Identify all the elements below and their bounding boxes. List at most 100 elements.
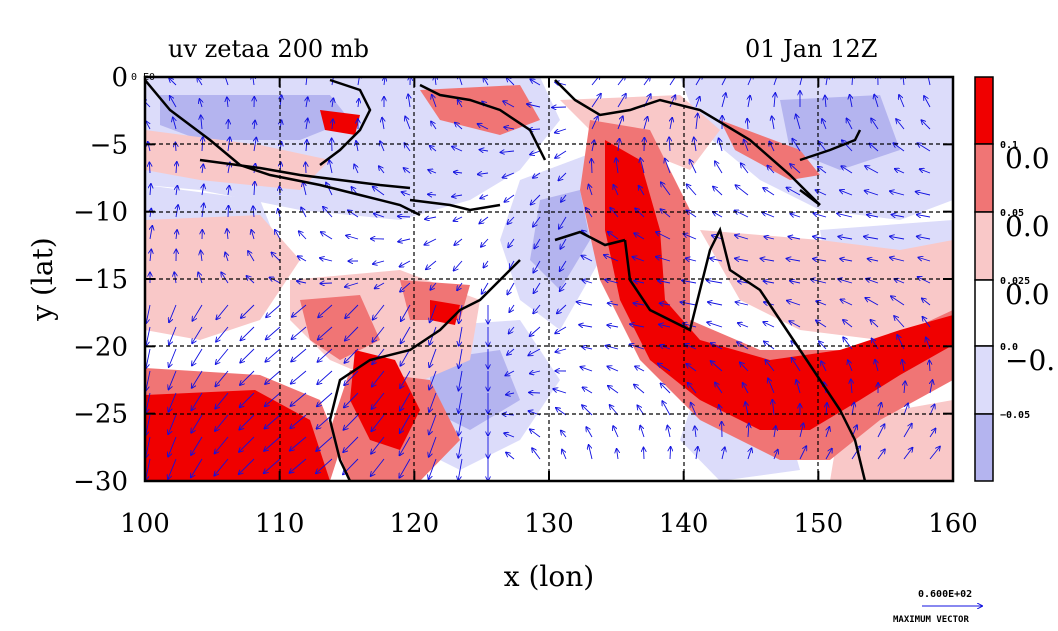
wind-vector xyxy=(459,370,463,391)
wind-vector xyxy=(198,272,203,284)
wind-vector xyxy=(400,436,411,455)
wind-vector xyxy=(669,95,675,108)
wind-vector xyxy=(428,194,437,195)
wind-vector xyxy=(503,172,515,178)
wind-vector xyxy=(483,77,489,86)
wind-vector xyxy=(560,260,567,271)
wind-vector xyxy=(613,426,619,438)
wind-vector xyxy=(507,216,515,224)
wind-vector xyxy=(478,124,489,130)
wind-vector xyxy=(847,119,853,130)
wind-vector xyxy=(458,392,463,413)
wind-vector xyxy=(591,77,600,86)
wind-vector xyxy=(504,433,515,438)
wind-vector xyxy=(191,392,203,410)
wind-vector xyxy=(555,128,567,133)
wind-vector xyxy=(401,304,411,321)
wind-vector xyxy=(894,279,905,284)
wind-vector xyxy=(150,226,152,240)
map-title: uv zetaa 200 mb xyxy=(168,35,369,63)
wind-vector xyxy=(533,172,541,178)
wind-vector xyxy=(264,414,281,429)
wind-vector xyxy=(591,94,601,108)
wind-vector xyxy=(562,450,567,460)
wind-vector xyxy=(707,280,723,283)
wind-vector xyxy=(583,387,593,394)
wind-vector xyxy=(903,77,904,86)
wind-vector xyxy=(577,302,593,306)
legend-small-label: 0.1 xyxy=(1000,140,1018,151)
x-tick-label: 130 xyxy=(524,509,574,539)
y-tick-label: −10 xyxy=(73,198,128,228)
wind-vector xyxy=(903,424,912,438)
wind-vector xyxy=(608,303,619,305)
wind-vector xyxy=(192,370,203,388)
wind-vector xyxy=(454,172,463,173)
wind-vector xyxy=(297,281,307,283)
wind-vector xyxy=(864,237,879,240)
wind-vector xyxy=(644,448,645,460)
wind-vector xyxy=(192,326,203,343)
wind-vector xyxy=(343,436,359,452)
wind-vector xyxy=(216,326,229,342)
wind-vector xyxy=(216,348,229,364)
wind-vector xyxy=(929,429,936,438)
wind-vector xyxy=(400,348,411,366)
wind-vector xyxy=(658,281,671,284)
wind-vector xyxy=(201,251,202,262)
wind-vector xyxy=(890,191,905,196)
wind-vector xyxy=(356,141,358,152)
wind-vector xyxy=(530,151,541,155)
wind-vector xyxy=(265,370,281,384)
y-tick-label: −25 xyxy=(73,400,128,430)
wind-vector xyxy=(923,317,931,328)
wind-vector xyxy=(320,258,333,261)
wind-vector xyxy=(558,172,567,180)
wind-vector xyxy=(265,348,281,362)
wind-vector xyxy=(813,259,827,261)
wind-vector xyxy=(291,392,307,406)
wind-vector xyxy=(228,137,230,152)
wind-vector xyxy=(528,348,541,355)
wind-vector xyxy=(192,348,203,366)
wind-vector xyxy=(685,344,697,350)
wind-vector xyxy=(867,215,879,217)
wind-vector xyxy=(790,281,801,283)
wind-vector xyxy=(254,138,256,152)
wind-vector xyxy=(773,450,778,460)
wind-vector xyxy=(877,449,885,460)
wind-vector xyxy=(580,367,593,372)
axis-ticks xyxy=(144,76,954,482)
wind-vector xyxy=(344,370,359,385)
wind-vector xyxy=(372,392,385,409)
wind-vector xyxy=(254,182,255,196)
wind-vector xyxy=(533,304,541,313)
x-tick-labels: 100 110 120 130 140 150 160 xyxy=(120,509,978,539)
wind-vector xyxy=(504,127,515,129)
wind-vector xyxy=(200,99,203,108)
wind-vector xyxy=(841,300,853,306)
wind-vector xyxy=(561,194,567,202)
wind-vector xyxy=(763,322,775,328)
wind-vector xyxy=(669,137,670,152)
wind-vector xyxy=(586,427,593,438)
wind-vector xyxy=(146,121,150,130)
wind-vector xyxy=(372,348,385,364)
wind-vector xyxy=(555,326,567,333)
wind-vector xyxy=(592,140,594,152)
wind-vector xyxy=(871,119,879,130)
wind-vector xyxy=(816,190,827,196)
wind-vector xyxy=(892,215,905,217)
wind-vector xyxy=(306,97,308,108)
wind-vector xyxy=(174,272,176,284)
wind-vector xyxy=(371,436,385,454)
wind-vector xyxy=(426,260,437,269)
wind-vector xyxy=(617,116,623,130)
wind-vector xyxy=(852,77,853,86)
wind-vector xyxy=(507,348,515,355)
wind-vector xyxy=(695,77,702,86)
wind-vector xyxy=(774,93,775,108)
wind-vector xyxy=(894,316,905,328)
wind-vector xyxy=(505,370,515,376)
legend-big-label: 0.0 xyxy=(1005,278,1050,311)
